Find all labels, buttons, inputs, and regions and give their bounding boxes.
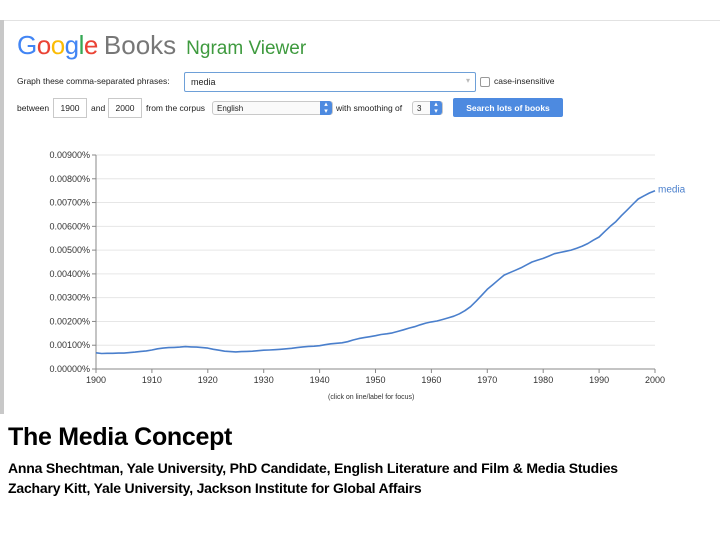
y-tick-label: 0.00500% — [49, 245, 90, 255]
phrases-input[interactable]: media ▾ — [184, 72, 476, 92]
and-label: and — [91, 103, 106, 113]
between-label: between — [17, 103, 50, 113]
google-wordmark: Google — [17, 30, 98, 61]
x-tick-label: 1920 — [198, 375, 218, 385]
series-label-media[interactable]: media — [658, 185, 686, 196]
corpus-select-value: English — [217, 104, 244, 113]
phrases-input-value: media — [191, 77, 216, 87]
select-arrows-icon: ▴ ▾ — [320, 101, 332, 115]
x-tick-label: 1940 — [310, 375, 330, 385]
slide-title: The Media Concept — [8, 423, 233, 451]
y-tick-label: 0.00600% — [49, 221, 90, 231]
google-books-ngram-logo[interactable]: Google Books Ngram Viewer — [17, 30, 306, 66]
smoothing-label: with smoothing of — [336, 103, 403, 113]
chart-footnote: (click on line/label for focus) — [328, 394, 415, 401]
author-line-1: Anna Shechtman, Yale University, PhD Can… — [8, 460, 618, 476]
year-start-input[interactable]: 1900 — [53, 98, 87, 118]
phrases-label: Graph these comma-separated phrases: — [17, 76, 170, 86]
x-tick-label: 2000 — [645, 375, 665, 385]
browser-top-rule — [0, 20, 720, 21]
browser-left-edge — [0, 20, 4, 414]
y-tick-label: 0.00400% — [49, 269, 90, 279]
dropdown-arrow-icon[interactable]: ▾ — [465, 76, 470, 85]
x-tick-label: 1990 — [589, 375, 609, 385]
y-tick-label: 0.00900% — [49, 150, 90, 160]
case-insensitive-checkbox[interactable] — [480, 77, 490, 87]
books-wordmark: Books — [103, 30, 177, 60]
select-arrows-icon: ▴ ▾ — [430, 101, 442, 115]
y-tick-label: 0.00000% — [49, 364, 90, 374]
ngram-chart: 0.00000% 0.00100% 0.00200% 0.00300% 0.00400%… — [49, 150, 686, 385]
y-tick-label: 0.00200% — [49, 316, 90, 326]
y-tick-label: 0.00300% — [49, 293, 90, 303]
year-end-input[interactable]: 2000 — [108, 98, 142, 118]
x-tick-label: 1910 — [142, 375, 162, 385]
x-tick-label: 1900 — [86, 375, 106, 385]
x-tick-label: 1930 — [254, 375, 274, 385]
x-tick-label: 1960 — [421, 375, 441, 385]
google-letter: o — [36, 30, 51, 60]
y-tick-label: 0.00700% — [49, 198, 90, 208]
author-line-2: Zachary Kitt, Yale University, Jackson I… — [8, 480, 422, 496]
google-letter: e — [83, 30, 98, 60]
y-tick-label: 0.00800% — [49, 174, 90, 184]
ngram-viewer-wordmark: Ngram Viewer — [186, 38, 307, 59]
corpus-select[interactable]: English ▴ ▾ — [212, 101, 333, 115]
series-line-media[interactable] — [95, 189, 656, 355]
x-tick-label: 1970 — [477, 375, 497, 385]
x-tick-label: 1980 — [533, 375, 553, 385]
google-letter: o — [50, 30, 65, 60]
smoothing-select[interactable]: 3 ▴ ▾ — [412, 101, 443, 115]
google-letter: g — [64, 30, 79, 60]
corpus-label: from the corpus — [146, 103, 206, 113]
smoothing-select-value: 3 — [417, 104, 422, 113]
x-tick-label: 1950 — [365, 375, 385, 385]
google-letter: G — [17, 30, 37, 60]
google-letter: l — [78, 30, 85, 60]
y-tick-label: 0.00100% — [49, 340, 90, 350]
search-books-button[interactable]: Search lots of books — [453, 98, 563, 117]
case-insensitive-label: case-insensitive — [494, 76, 555, 86]
